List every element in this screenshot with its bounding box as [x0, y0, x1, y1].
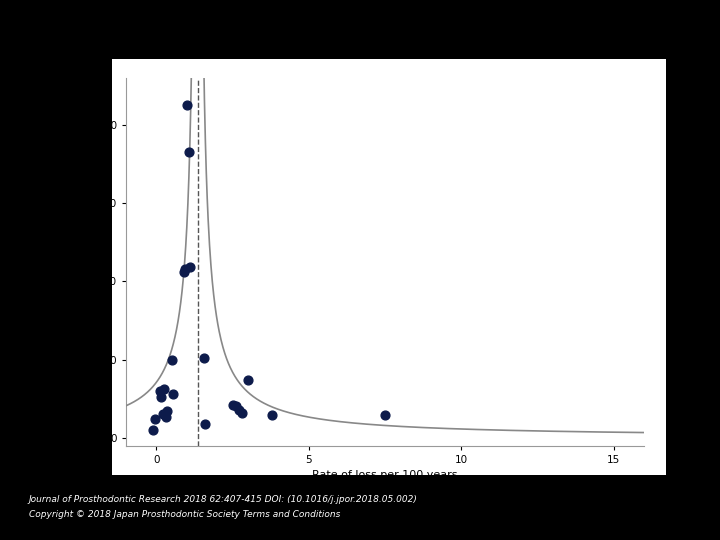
Point [266, 411, 278, 420]
Text: Copyright © 2018 Japan Prosthodontic Society Terms and Conditions: Copyright © 2018 Japan Prosthodontic Soc… [29, 510, 340, 518]
Point [227, 401, 238, 409]
Point [156, 393, 167, 401]
Point [230, 402, 241, 411]
Point [184, 263, 196, 272]
Point [233, 406, 245, 415]
X-axis label: Rate of loss per 100 years: Rate of loss per 100 years [312, 470, 458, 480]
Point [154, 387, 166, 395]
Point [166, 355, 178, 364]
Point [242, 375, 253, 384]
Point [181, 100, 193, 109]
Y-axis label: Exposure time (years): Exposure time (years) [75, 200, 85, 323]
Point [160, 413, 171, 422]
Point [157, 410, 168, 418]
Point [149, 415, 161, 423]
Point [161, 407, 173, 415]
Point [236, 408, 248, 417]
Point [199, 420, 211, 429]
Point [158, 385, 170, 394]
Text: Fig. 5: Fig. 5 [356, 28, 393, 42]
Point [168, 390, 179, 399]
Point [148, 426, 159, 434]
Point [180, 265, 192, 273]
Point [178, 268, 189, 276]
Text: Journal of Prosthodontic Research 2018 62:407-415 DOI: (10.1016/j.jpor.2018.05.0: Journal of Prosthodontic Research 2018 6… [29, 495, 418, 504]
Point [183, 147, 194, 156]
Point [198, 354, 210, 362]
Point [379, 411, 391, 420]
